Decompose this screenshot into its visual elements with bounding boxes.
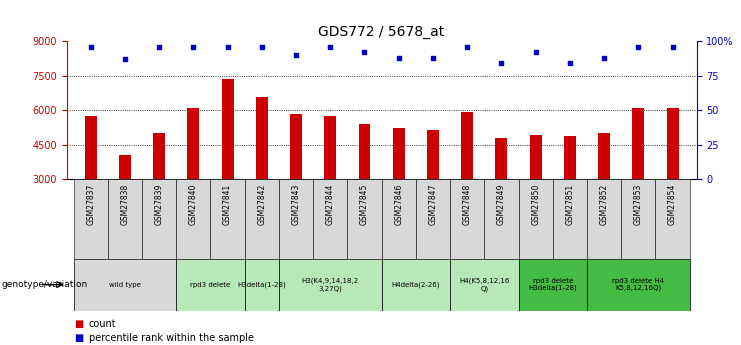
Bar xyxy=(279,179,313,259)
Bar xyxy=(290,114,302,179)
Text: GSM27843: GSM27843 xyxy=(291,184,301,225)
Point xyxy=(153,44,165,50)
Point xyxy=(461,44,473,50)
Text: H4delta(2-26): H4delta(2-26) xyxy=(391,282,440,288)
Text: GSM27842: GSM27842 xyxy=(257,184,266,225)
Text: GSM27851: GSM27851 xyxy=(565,184,574,225)
Bar xyxy=(325,116,336,179)
Text: H3delta(1-28): H3delta(1-28) xyxy=(237,282,286,288)
Point xyxy=(632,44,644,50)
Bar xyxy=(553,179,587,259)
Text: percentile rank within the sample: percentile rank within the sample xyxy=(89,333,254,343)
Bar xyxy=(519,259,587,310)
Point xyxy=(187,44,199,50)
Bar xyxy=(587,179,621,259)
Text: count: count xyxy=(89,319,116,329)
Text: ■: ■ xyxy=(74,333,83,343)
Bar xyxy=(416,179,450,259)
Point xyxy=(667,44,679,50)
Point xyxy=(496,61,508,66)
Bar xyxy=(187,108,199,179)
Bar xyxy=(382,259,450,310)
Text: rpd3 delete H4
K5,8,12,16Q): rpd3 delete H4 K5,8,12,16Q) xyxy=(612,278,665,292)
Bar xyxy=(656,179,690,259)
Text: H4(K5,8,12,16
Q): H4(K5,8,12,16 Q) xyxy=(459,278,510,292)
Text: GSM27854: GSM27854 xyxy=(668,184,677,225)
Bar xyxy=(393,128,405,179)
Bar xyxy=(210,179,245,259)
Bar xyxy=(496,138,508,179)
Text: ■: ■ xyxy=(74,319,83,329)
Text: GSM27852: GSM27852 xyxy=(599,184,608,225)
Bar xyxy=(598,134,610,179)
Point xyxy=(359,50,370,55)
Point xyxy=(84,44,96,50)
Title: GDS772 / 5678_at: GDS772 / 5678_at xyxy=(319,25,445,39)
Bar xyxy=(519,179,553,259)
Text: H3(K4,9,14,18,2
3,27Q): H3(K4,9,14,18,2 3,27Q) xyxy=(302,278,359,292)
Text: GSM27850: GSM27850 xyxy=(531,184,540,225)
Text: GSM27848: GSM27848 xyxy=(462,184,472,225)
Point xyxy=(564,61,576,66)
Text: GSM27849: GSM27849 xyxy=(497,184,506,225)
Text: GSM27841: GSM27841 xyxy=(223,184,232,225)
Point xyxy=(427,55,439,61)
Bar xyxy=(73,179,107,259)
Bar xyxy=(153,134,165,179)
Text: rpd3 delete: rpd3 delete xyxy=(190,282,230,288)
Bar xyxy=(84,116,96,179)
Text: rpd3 delete
H3delta(1-28): rpd3 delete H3delta(1-28) xyxy=(528,278,577,292)
Point xyxy=(119,57,131,62)
Bar xyxy=(313,179,348,259)
Bar xyxy=(107,179,142,259)
Bar xyxy=(587,259,690,310)
Text: GSM27853: GSM27853 xyxy=(634,184,643,225)
Bar xyxy=(461,111,473,179)
Bar xyxy=(176,179,210,259)
Text: GSM27837: GSM27837 xyxy=(86,184,95,225)
Text: GSM27844: GSM27844 xyxy=(326,184,335,225)
Bar xyxy=(667,108,679,179)
Point xyxy=(530,50,542,55)
Bar xyxy=(632,108,645,179)
Bar xyxy=(359,124,370,179)
Bar xyxy=(142,179,176,259)
Bar xyxy=(621,179,656,259)
Text: GSM27839: GSM27839 xyxy=(155,184,164,225)
Text: GSM27845: GSM27845 xyxy=(360,184,369,225)
Bar xyxy=(256,97,268,179)
Text: GSM27846: GSM27846 xyxy=(394,184,403,225)
Bar xyxy=(245,259,279,310)
Bar xyxy=(450,179,485,259)
Bar xyxy=(348,179,382,259)
Point xyxy=(256,44,268,50)
Text: genotype/variation: genotype/variation xyxy=(1,280,87,289)
Bar xyxy=(427,130,439,179)
Text: wild type: wild type xyxy=(109,282,141,288)
Bar xyxy=(73,259,176,310)
Point xyxy=(393,55,405,61)
Point xyxy=(325,44,336,50)
Point xyxy=(222,44,233,50)
Bar xyxy=(530,135,542,179)
Bar xyxy=(279,259,382,310)
Bar xyxy=(450,259,519,310)
Point xyxy=(290,52,302,58)
Bar xyxy=(222,79,233,179)
Bar xyxy=(245,179,279,259)
Bar xyxy=(485,179,519,259)
Bar xyxy=(119,155,131,179)
Bar xyxy=(382,179,416,259)
Text: GSM27847: GSM27847 xyxy=(428,184,437,225)
Text: GSM27840: GSM27840 xyxy=(189,184,198,225)
Text: GSM27838: GSM27838 xyxy=(120,184,130,225)
Bar xyxy=(564,136,576,179)
Point xyxy=(598,55,610,61)
Bar xyxy=(176,259,245,310)
